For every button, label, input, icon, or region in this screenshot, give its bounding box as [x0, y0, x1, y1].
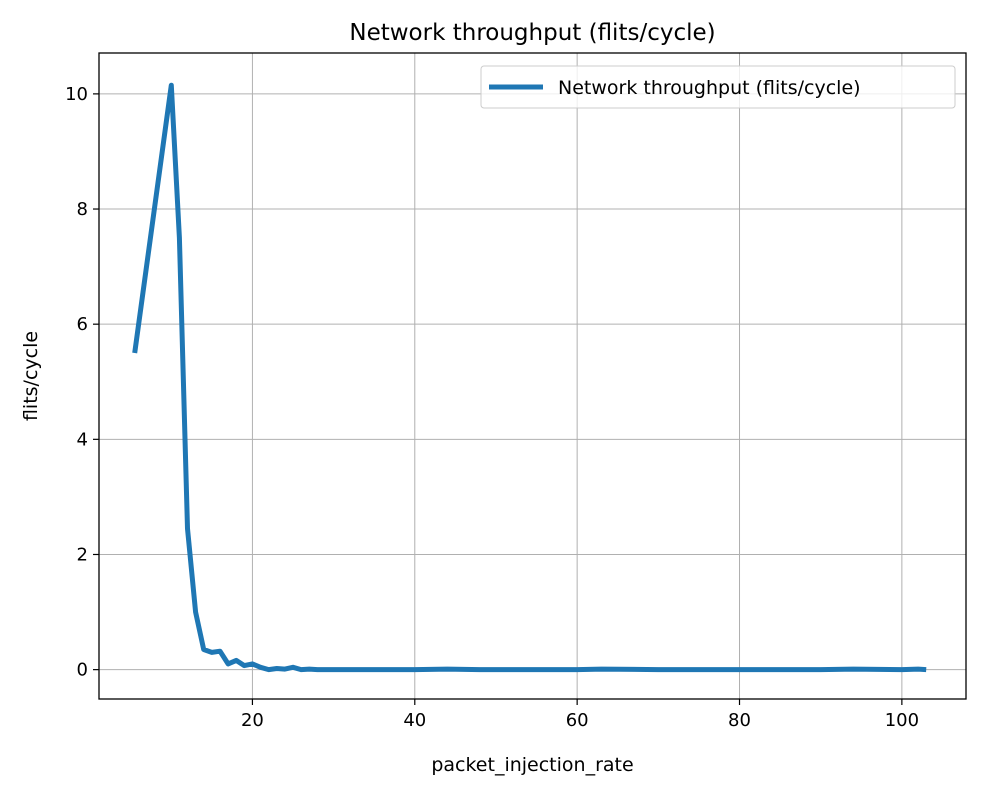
y-tick-label: 10: [65, 84, 88, 105]
ticks: 20 40 60 80 100 0 2 4 6 8 10: [65, 84, 919, 731]
y-tick-label: 4: [77, 429, 88, 450]
legend-box: [480, 65, 956, 109]
y-tick-label: 8: [77, 199, 88, 220]
x-tick-label: 80: [728, 710, 751, 731]
y-tick-label: 2: [77, 544, 88, 565]
series-line-0: [132, 82, 927, 673]
plot-frame: [98, 52, 967, 700]
x-tick-label: 60: [566, 710, 589, 731]
y-tick-label: 0: [77, 660, 88, 681]
y-axis-label: flits/cycle: [20, 331, 42, 421]
chart-title: Network throughput (flits/cycle): [349, 20, 715, 46]
x-tick-label: 40: [403, 710, 426, 731]
x-tick-label: 100: [885, 710, 919, 731]
x-tick-label: 20: [241, 710, 264, 731]
legend: Network throughput (flits/cycle): [480, 65, 956, 109]
y-tick-label: 6: [77, 314, 88, 335]
legend-label: Network throughput (flits/cycle): [558, 77, 861, 99]
x-axis-label: packet_injection_rate: [431, 754, 633, 776]
series-layer: [132, 82, 927, 673]
